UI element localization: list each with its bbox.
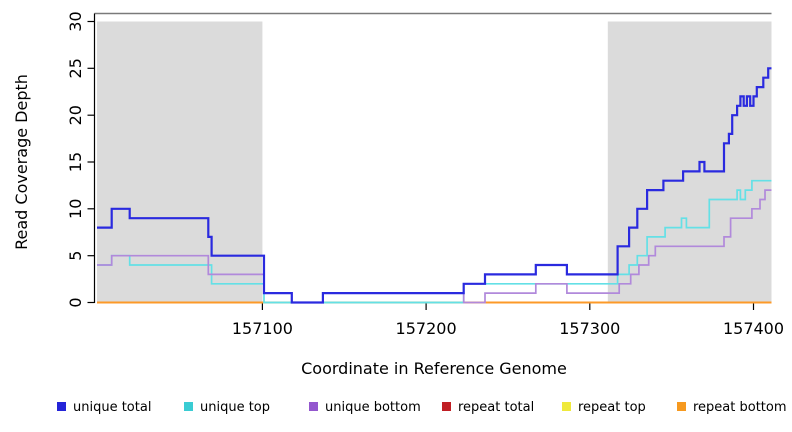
shaded-region bbox=[97, 21, 263, 303]
y-tick-label: 30 bbox=[66, 11, 85, 31]
x-tick-label: 157300 bbox=[559, 319, 620, 338]
legend-marker-unique-top bbox=[184, 402, 193, 411]
series-line-unique-top bbox=[97, 179, 772, 304]
x-tick-label: 157200 bbox=[396, 319, 457, 338]
y-tick-label: 25 bbox=[66, 58, 85, 78]
legend-label-repeat-total: repeat total bbox=[458, 400, 534, 415]
shaded-region bbox=[607, 21, 772, 303]
legend-label-repeat-top: repeat top bbox=[578, 400, 646, 415]
x-axis-title: Coordinate in Reference Genome bbox=[301, 359, 567, 378]
x-tick-label: 157400 bbox=[723, 319, 784, 338]
y-tick-label: 5 bbox=[66, 251, 85, 261]
legend-label-unique-total: unique total bbox=[73, 400, 151, 415]
legend-label-unique-top: unique top bbox=[200, 400, 270, 415]
y-axis-title: Read Coverage Depth bbox=[12, 74, 31, 250]
y-tick-label: 0 bbox=[66, 297, 85, 307]
legend-marker-unique-total bbox=[57, 402, 66, 411]
y-tick-label: 20 bbox=[66, 105, 85, 125]
y-tick-label: 15 bbox=[66, 152, 85, 172]
series-line-unique-total bbox=[97, 67, 772, 304]
x-tick-label: 157100 bbox=[232, 319, 293, 338]
y-tick-label: 10 bbox=[66, 199, 85, 219]
legend-marker-repeat-bottom bbox=[677, 402, 686, 411]
legend-marker-repeat-top bbox=[562, 402, 571, 411]
legend-label-repeat-bottom: repeat bottom bbox=[693, 400, 787, 415]
legend-label-unique-bottom: unique bottom bbox=[325, 400, 421, 415]
legend-marker-repeat-total bbox=[442, 402, 451, 411]
legend-marker-unique-bottom bbox=[309, 402, 318, 411]
